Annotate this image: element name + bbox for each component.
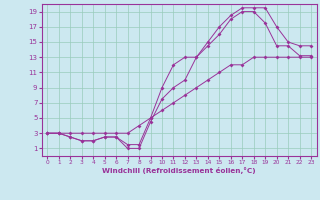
X-axis label: Windchill (Refroidissement éolien,°C): Windchill (Refroidissement éolien,°C) <box>102 167 256 174</box>
